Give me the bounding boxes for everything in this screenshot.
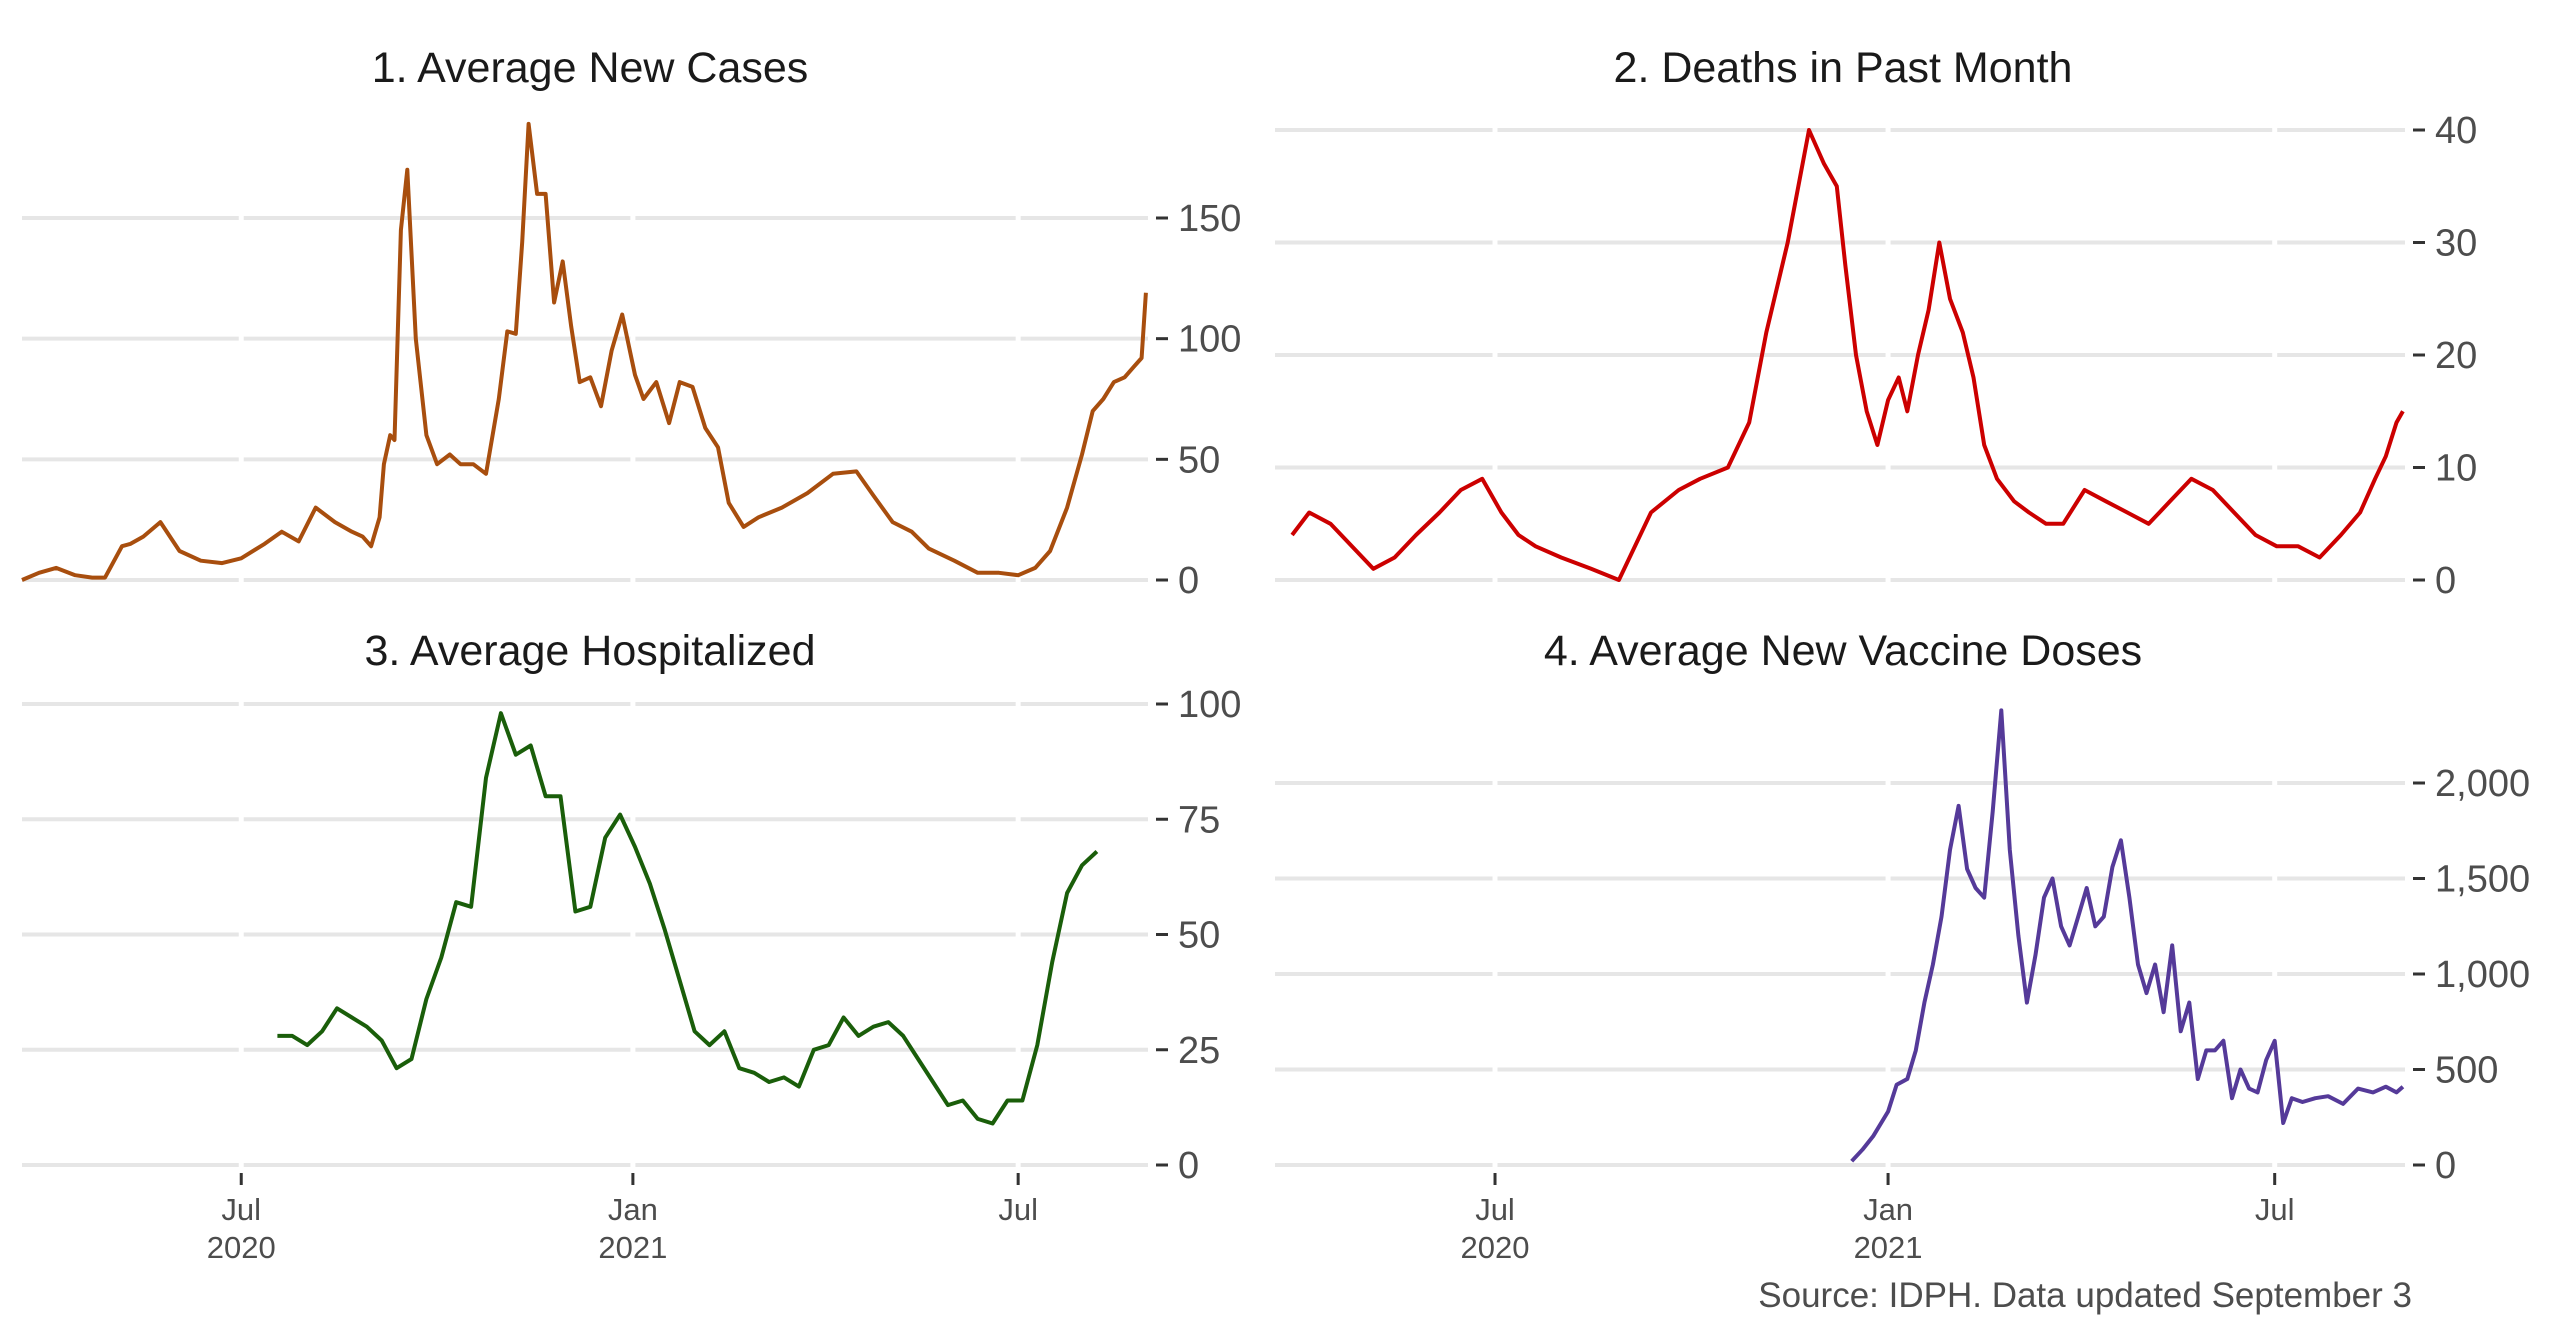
x-tick-label: Jan 2021 [1854, 1192, 1923, 1265]
panel-deaths-past-month: 2. Deaths in Past Month 0 10 20 30 40 [1275, 44, 2477, 602]
y-tick-label: 1,500 [2435, 859, 2530, 901]
y-tick-label: 2,000 [2435, 763, 2530, 805]
x-tick-label-line: Jan [1863, 1192, 1913, 1227]
panel-title: 2. Deaths in Past Month [1614, 44, 2073, 92]
y-tick-label: 25 [1178, 1030, 1220, 1072]
y-tick-label: 0 [1178, 560, 1199, 602]
y-tick-label: 50 [1178, 439, 1220, 481]
x-tick-label-line: 2021 [1854, 1230, 1923, 1265]
x-tick-label: Jul 2020 [207, 1192, 276, 1265]
x-tick-label-line: Jan [608, 1192, 658, 1227]
y-tick-label: 150 [1178, 198, 1241, 240]
x-tick-label-line: 2021 [598, 1230, 667, 1265]
y-tick-label: 0 [2435, 560, 2456, 602]
series-line [277, 711, 1099, 1126]
x-tick-label-line: Jul [2255, 1192, 2295, 1227]
y-tick-label: 0 [1178, 1145, 1199, 1187]
y-tick-label: 100 [1178, 684, 1241, 726]
x-tick-label: Jul [998, 1192, 1038, 1227]
panel-title: 4. Average New Vaccine Doses [1544, 627, 2142, 675]
series-line [1850, 708, 2405, 1163]
y-tick-label: 30 [2435, 223, 2477, 265]
y-tick-label: 75 [1178, 799, 1220, 841]
y-tick-label: 1,000 [2435, 954, 2530, 996]
panel-average-new-cases: 1. Average New Cases 0 50 100 150 [21, 44, 1241, 602]
x-tick-label-line: Jul [1475, 1192, 1515, 1227]
series-line [1290, 128, 2405, 582]
y-tick-label: 50 [1178, 915, 1220, 957]
panel-title: 3. Average Hospitalized [365, 627, 816, 675]
x-tick-label-line: 2020 [207, 1230, 276, 1265]
source-note: Source: IDPH. Data updated September 3 [1758, 1276, 2412, 1315]
x-tick-label: Jan 2021 [598, 1192, 667, 1265]
y-tick-label: 20 [2435, 335, 2477, 377]
x-tick-label: Jul 2020 [1461, 1192, 1530, 1265]
y-tick-label: 10 [2435, 448, 2477, 490]
panel-title: 1. Average New Cases [372, 44, 809, 92]
y-tick-label: 40 [2435, 110, 2477, 152]
x-tick-label-line: Jul [998, 1192, 1038, 1227]
panel-average-vaccine-doses: 4. Average New Vaccine Doses 0 500 1,000 1,… [1275, 627, 2530, 1265]
y-tick-label: 0 [2435, 1145, 2456, 1187]
y-tick-label: 500 [2435, 1050, 2498, 1092]
x-tick-label-line: Jul [221, 1192, 261, 1227]
series-line [21, 121, 1148, 582]
y-tick-label: 100 [1178, 319, 1241, 361]
x-tick-label: Jul [2255, 1192, 2295, 1227]
x-tick-label-line: 2020 [1461, 1230, 1530, 1265]
